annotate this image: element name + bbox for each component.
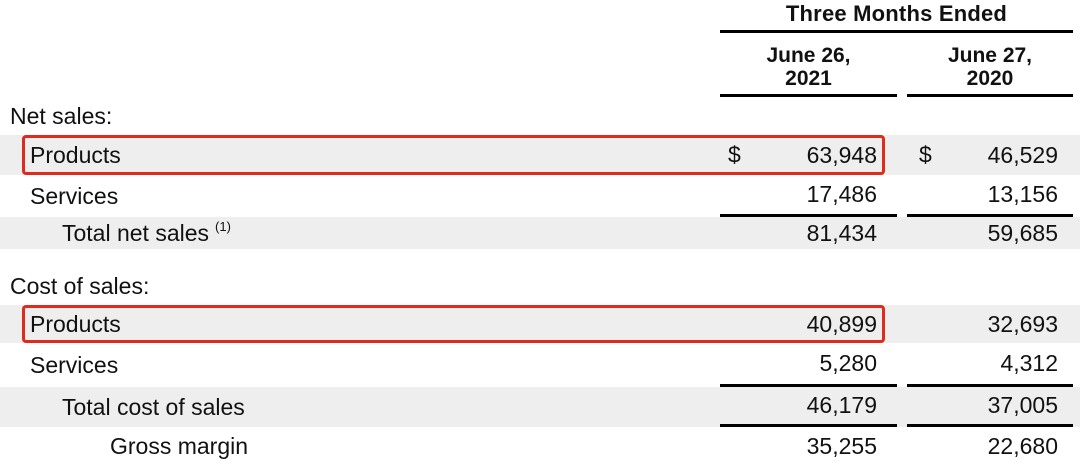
value-2020: $ 46,529 [907,135,1073,175]
column-gap [897,135,907,175]
column-gap [897,305,907,343]
value-2020: 22,680 [907,427,1073,465]
label-column-spacer [0,0,720,97]
row-label: Products [0,135,720,175]
value-2021: 81,434 [720,217,897,249]
value-2020-number: 37,005 [987,392,1058,418]
value-2021: 5,280 [720,343,897,387]
value-2020-number: 32,693 [987,310,1058,337]
column-gap [897,217,907,249]
value-2021-number: 63,948 [806,141,877,168]
row-label-text: Products [30,310,121,337]
row-total-cost-of-sales: Total cost of sales 46,179 37,005 [0,387,1080,427]
value-2021-number: 17,486 [806,181,877,207]
value-2021-number: 46,179 [806,392,877,418]
column-gap [897,387,907,427]
row-label-text: Products [30,141,121,168]
value-2020: 4,312 [907,343,1073,387]
value-2020: 32,693 [907,305,1073,343]
value-2021: 46,179 [720,387,897,427]
value-2020: 13,156 [907,175,1073,217]
column-header-2020-line2: 2020 [966,67,1014,90]
row-label-text: Services [30,182,119,209]
row-label: Cost of sales: [0,267,720,305]
section-label-net-sales: Net sales: [10,102,113,129]
value-2021-number: 35,255 [806,432,877,459]
value-2021-number: 5,280 [819,350,877,376]
column-gap [897,33,907,97]
row-label: Gross margin [0,427,720,465]
value-2021: $ 63,948 [720,135,897,175]
value-2020: 59,685 [907,217,1073,249]
row-services-cost-of-sales: Services 5,280 4,312 [0,343,1080,387]
row-label: Net sales: [0,97,720,135]
row-total-net-sales: Total net sales (1) 81,434 59,685 [0,217,1080,249]
row-products-net-sales: Products $ 63,948 $ 46,529 [0,135,1080,175]
value-2020-number: 4,312 [1000,350,1058,376]
value-2020: 37,005 [907,387,1073,427]
row-services-net-sales: Services 17,486 13,156 [0,175,1080,217]
column-header-2021-line1: June 26, [766,44,851,67]
value-2020-number: 59,685 [987,219,1058,246]
table-header: Three Months Ended June 26, 2021 June 27… [0,0,1080,97]
value-2020-number: 22,680 [987,432,1058,459]
column-header-2021: June 26, 2021 [720,33,897,97]
value-2021: 40,899 [720,305,897,343]
header-columns-area: Three Months Ended June 26, 2021 June 27… [720,0,1080,97]
value-2021-number: 40,899 [806,310,877,337]
row-label: Products [0,305,720,343]
section-label-cost-of-sales: Cost of sales: [10,272,150,299]
column-header-2021-line2: 2021 [785,67,832,90]
value-2021: 17,486 [720,175,897,217]
value-2020-number: 46,529 [987,141,1058,168]
value-2020-number: 13,156 [987,181,1058,207]
row-label-text: Total cost of sales [62,393,245,420]
value-2021: 35,255 [720,427,897,465]
row-label: Services [0,175,720,217]
dollar-sign: $ [919,141,932,168]
row-label: Services [0,343,720,387]
period-header: Three Months Ended [720,0,1073,33]
column-header-2020-line1: June 27, [947,44,1033,67]
date-column-headers: June 26, 2021 June 27, 2020 [720,33,1073,97]
row-label: Total net sales (1) [0,217,720,249]
footnote-marker: (1) [215,218,231,234]
row-products-cost-of-sales: Products 40,899 32,693 [0,305,1080,343]
column-gap [897,427,907,465]
column-gap [897,175,907,217]
column-header-2020: June 27, 2020 [907,33,1073,97]
row-label-text: Services [30,351,119,378]
dollar-sign: $ [728,141,741,168]
value-2021-number: 81,434 [806,219,877,246]
row-net-sales-section: Net sales: [0,97,1080,135]
row-label-text: Gross margin [110,432,249,459]
row-label-text: Total net sales [62,219,210,246]
row-gross-margin: Gross margin 35,255 22,680 [0,427,1080,465]
column-gap [897,343,907,387]
row-cost-of-sales-section: Cost of sales: [0,249,1080,305]
row-label: Total cost of sales [0,387,720,427]
